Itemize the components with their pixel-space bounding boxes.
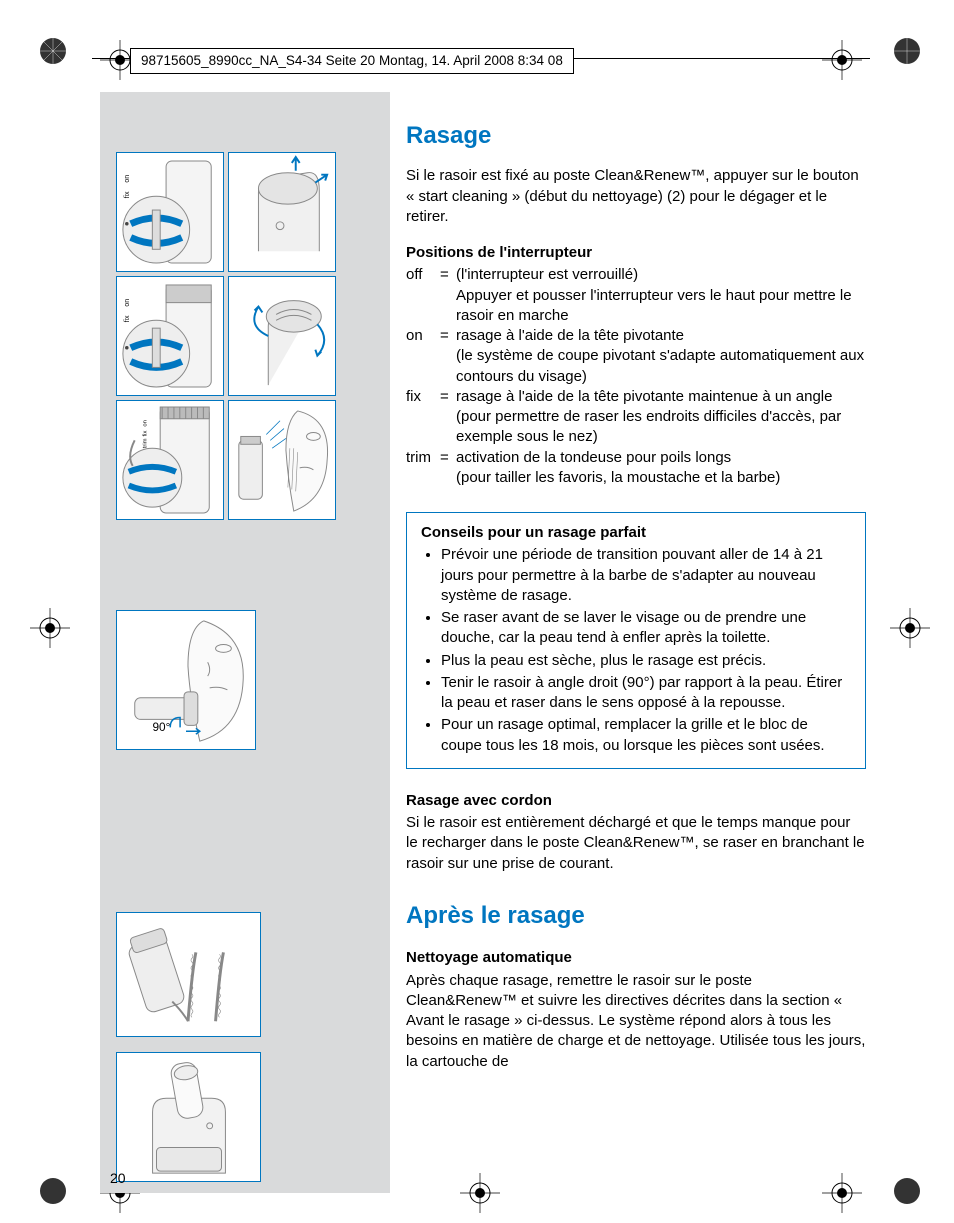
- position-row: on = rasage à l'aide de la tête pivotant…: [406, 326, 866, 387]
- cord-paragraph: Si le rasoir est entièrement déchargé et…: [406, 813, 866, 874]
- figure-head-lift: [228, 152, 336, 272]
- position-desc: rasage à l'aide de la tête pivotante(le …: [456, 326, 866, 387]
- svg-text:on: on: [124, 299, 131, 307]
- figure-grid: fix on fix on: [116, 152, 336, 520]
- positions-definitions: off = (l'interrupteur est verrouillé)App…: [406, 265, 866, 488]
- svg-text:trim: trim: [142, 438, 148, 448]
- tip-item: Plus la peau est sèche, plus le rasage e…: [441, 651, 851, 671]
- auto-paragraph: Après chaque rasage, remettre le rasoir …: [406, 971, 866, 1072]
- crop-mark-icon: [460, 1173, 500, 1213]
- positions-heading: Positions de l'interrupteur: [406, 243, 866, 263]
- registration-mark-icon: [892, 36, 922, 66]
- section-title-rasage: Rasage: [406, 120, 866, 152]
- position-desc: activation de la tondeuse pour poils lon…: [456, 448, 866, 489]
- registration-mark-icon: [38, 1176, 68, 1206]
- tips-box: Conseils pour un rasage parfait Prévoir …: [406, 512, 866, 769]
- tip-item: Tenir le rasoir à angle droit (90°) par …: [441, 673, 851, 714]
- position-row: fix = rasage à l'aide de la tête pivotan…: [406, 387, 866, 448]
- auto-heading: Nettoyage automatique: [406, 948, 866, 968]
- cord-heading: Rasage avec cordon: [406, 791, 866, 811]
- tip-item: Se raser avant de se laver le visage ou …: [441, 608, 851, 649]
- crop-mark-icon: [30, 608, 70, 648]
- label-on: on: [124, 175, 131, 183]
- equals-sign: =: [440, 387, 456, 448]
- page-header-metadata: 98715605_8990cc_NA_S4-34 Seite 20 Montag…: [130, 48, 574, 74]
- position-desc: (l'interrupteur est verrouillé)Appuyer e…: [456, 265, 866, 326]
- main-content: Rasage Si le rasoir est fixé au poste Cl…: [406, 120, 866, 1072]
- figure-trim-face: [228, 400, 336, 520]
- registration-mark-icon: [38, 36, 68, 66]
- tips-title: Conseils pour un rasage parfait: [421, 523, 851, 543]
- figure-shaver-off: fix on: [116, 152, 224, 272]
- figure-clean-station: [116, 1052, 261, 1182]
- position-term: trim: [406, 448, 440, 489]
- position-desc: rasage à l'aide de la tête pivotante mai…: [456, 387, 866, 448]
- section-title-apres: Après le rasage: [406, 900, 866, 932]
- page-number: 20: [110, 1169, 126, 1188]
- position-term: fix: [406, 387, 440, 448]
- crop-mark-icon: [822, 40, 862, 80]
- crop-mark-icon: [822, 1173, 862, 1213]
- registration-mark-icon: [892, 1176, 922, 1206]
- svg-text:fix: fix: [124, 315, 131, 322]
- svg-text:on: on: [142, 420, 148, 427]
- position-row: trim = activation de la tondeuse pour po…: [406, 448, 866, 489]
- figure-shaver-on: fix on: [116, 276, 224, 396]
- equals-sign: =: [440, 326, 456, 387]
- figure-shaver-trim: trim fix on: [116, 400, 224, 520]
- position-term: off: [406, 265, 440, 326]
- tips-list: Prévoir une période de transition pouvan…: [421, 545, 851, 756]
- equals-sign: =: [440, 265, 456, 326]
- label-fix: fix: [124, 191, 131, 198]
- tip-item: Prévoir une période de transition pouvan…: [441, 545, 851, 606]
- figure-head-pivot: [228, 276, 336, 396]
- position-term: on: [406, 326, 440, 387]
- crop-mark-icon: [890, 608, 930, 648]
- tip-item: Pour un rasage optimal, remplacer la gri…: [441, 715, 851, 756]
- position-row: off = (l'interrupteur est verrouillé)App…: [406, 265, 866, 326]
- figure-cord-shaving: [116, 912, 261, 1037]
- figure-90-degree: 90°: [116, 610, 256, 750]
- intro-paragraph: Si le rasoir est fixé au poste Clean&Ren…: [406, 166, 866, 227]
- svg-text:fix: fix: [142, 431, 148, 437]
- equals-sign: =: [440, 448, 456, 489]
- angle-label: 90°: [152, 720, 170, 734]
